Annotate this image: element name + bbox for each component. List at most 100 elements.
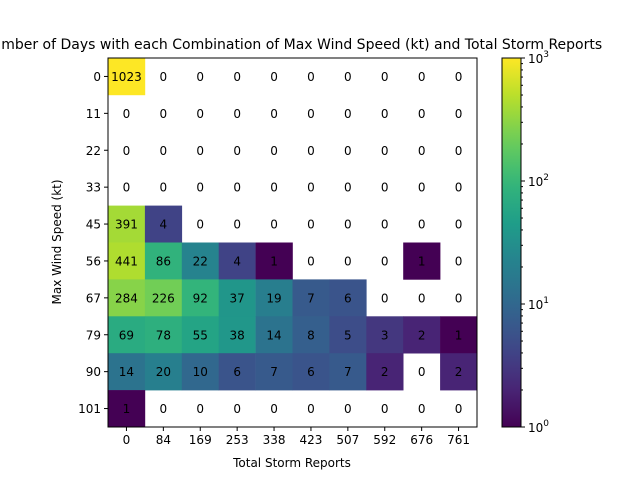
x-tick-label: 676	[410, 433, 433, 447]
heatmap-cell	[144, 279, 183, 317]
colorbar-tick-label: 101	[528, 296, 549, 312]
cell-value-label: 14	[119, 365, 134, 379]
cell-value-label: 0	[455, 402, 463, 416]
cell-value-label: 3	[381, 328, 389, 342]
cell-value-label: 0	[344, 181, 352, 195]
heatmap-cell	[108, 279, 146, 317]
heatmap-cell	[144, 353, 183, 391]
y-axis-label: Max Wind Speed (kt)	[50, 179, 64, 304]
cell-value-label: 0	[160, 70, 168, 84]
y-tick-label: 90	[86, 365, 101, 379]
colorbar-tick-label: 102	[528, 173, 549, 189]
cell-value-label: 38	[230, 328, 245, 342]
cell-value-label: 0	[418, 218, 426, 232]
cell-value-label: 2	[381, 365, 389, 379]
y-tick-label: 0	[93, 70, 101, 84]
colorbar: 100 101 102 103	[501, 50, 549, 435]
cell-value-label: 0	[160, 144, 168, 158]
cell-value-label: 0	[233, 70, 241, 84]
colorbar-tick-label: 100	[528, 419, 549, 435]
cell-value-label: 0	[196, 181, 204, 195]
cell-value-label: 0	[307, 254, 315, 268]
cell-value-label: 0	[344, 144, 352, 158]
cell-value-label: 1	[455, 328, 463, 342]
heatmap-cell	[255, 242, 293, 280]
cell-value-label: 0	[455, 181, 463, 195]
cell-value-label: 1023	[111, 70, 142, 84]
cell-value-label: 0	[123, 144, 131, 158]
x-tick-label: 761	[447, 433, 470, 447]
y-tick-label: 11	[86, 107, 101, 121]
cell-value-label: 1	[270, 254, 278, 268]
heatmap-cell	[403, 316, 441, 354]
heatmap-cell	[366, 316, 404, 354]
heatmap-cell	[144, 205, 183, 243]
cell-value-label: 0	[270, 107, 278, 121]
colorbar-tick-label: 103	[528, 50, 549, 66]
heatmap-cell	[329, 316, 367, 354]
cell-value-label: 0	[270, 402, 278, 416]
y-tick-label: 45	[86, 218, 101, 232]
cell-value-label: 0	[307, 402, 315, 416]
heatmap-cell	[181, 353, 219, 391]
heatmap-cell	[292, 316, 330, 354]
cell-value-label: 78	[156, 328, 171, 342]
cell-value-label: 0	[418, 144, 426, 158]
heatmap-cell	[329, 353, 367, 391]
x-tick-label: 423	[299, 433, 322, 447]
heatmap-cell	[329, 279, 367, 317]
y-axis: 0 11 22 33 45 56 67 79 90 101	[78, 70, 108, 416]
cell-value-label: 0	[270, 144, 278, 158]
cell-value-label: 0	[381, 107, 389, 121]
cell-value-label: 7	[270, 365, 278, 379]
y-tick-label: 56	[86, 254, 101, 268]
cell-value-label: 19	[266, 291, 281, 305]
cell-value-label: 0	[233, 218, 241, 232]
heatmap-cell	[108, 242, 146, 280]
cell-value-label: 0	[196, 70, 204, 84]
cell-value-label: 0	[123, 107, 131, 121]
cell-value-label: 0	[123, 181, 131, 195]
cell-value-label: 1	[123, 402, 131, 416]
cell-value-label: 2	[418, 328, 426, 342]
cell-value-label: 6	[307, 365, 315, 379]
cell-value-label: 0	[233, 402, 241, 416]
cell-value-label: 8	[307, 328, 315, 342]
cell-value-label: 0	[196, 107, 204, 121]
heatmap-cell	[108, 58, 146, 96]
x-tick-label: 169	[189, 433, 212, 447]
cell-value-labels: 1023 0 0 0 0 0 0 0 0 00 0 0 0 0 0 0 0 0 00 0 0 0 0 0 0 0 0 00 0 0 0 0 0 0…	[111, 70, 462, 416]
cell-value-label: 0	[344, 218, 352, 232]
cell-value-label: 0	[344, 107, 352, 121]
cell-value-label: 0	[455, 218, 463, 232]
heatmap-cell	[440, 353, 478, 391]
cell-value-label: 0	[307, 107, 315, 121]
y-tick-label: 79	[86, 328, 101, 342]
cell-value-label: 7	[307, 291, 315, 305]
cell-value-label: 55	[193, 328, 208, 342]
heatmap-cell	[108, 205, 146, 243]
heatmap-cell	[292, 279, 330, 317]
cell-value-label: 0	[233, 144, 241, 158]
heatmap-cell	[181, 316, 219, 354]
x-axis: 0 84 169 253 338 423 507 592 676 761	[123, 427, 470, 447]
cell-value-label: 284	[115, 291, 138, 305]
heatmap-cell	[108, 316, 146, 354]
x-tick-label: 0	[123, 433, 131, 447]
cell-value-label: 0	[455, 70, 463, 84]
cell-value-label: 0	[307, 218, 315, 232]
cell-value-label: 0	[344, 402, 352, 416]
cell-value-label: 0	[270, 70, 278, 84]
cell-value-label: 0	[455, 144, 463, 158]
cell-value-label: 7	[344, 365, 352, 379]
cell-value-label: 0	[344, 70, 352, 84]
x-tick-label: 84	[156, 433, 171, 447]
y-tick-label: 101	[78, 402, 101, 416]
cell-value-label: 0	[381, 218, 389, 232]
cell-value-label: 0	[233, 181, 241, 195]
cell-value-label: 22	[193, 254, 208, 268]
cell-value-label: 0	[196, 144, 204, 158]
y-tick-label: 33	[86, 181, 101, 195]
heatmap-cell	[144, 242, 183, 280]
cell-value-label: 0	[307, 144, 315, 158]
